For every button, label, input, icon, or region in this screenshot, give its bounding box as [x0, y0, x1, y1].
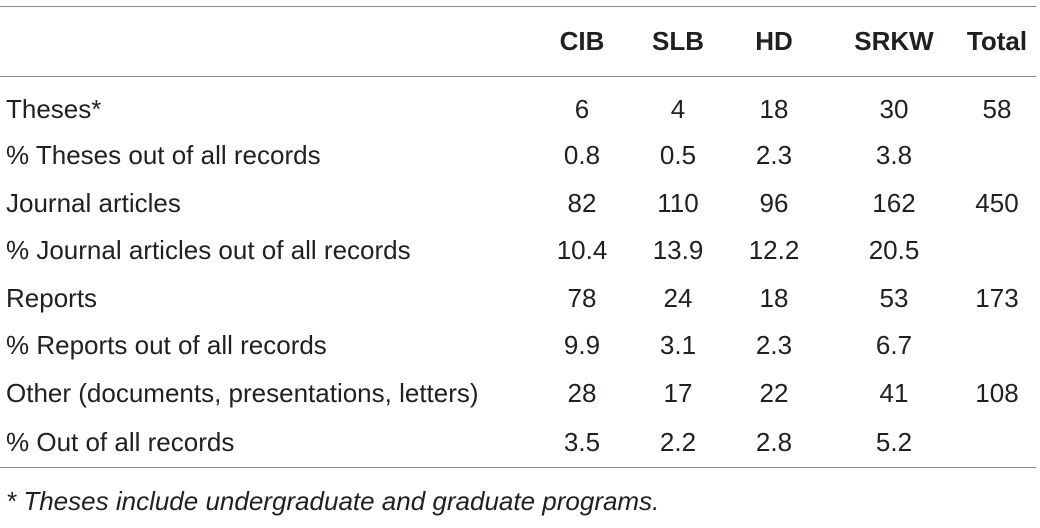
cell-slb: 3.1 — [659, 330, 697, 361]
cell-hd: 18 — [759, 94, 789, 124]
cell-total — [958, 227, 1036, 275]
cell-hd: 12.2 — [748, 235, 800, 266]
table-row: % Journal articles out of all records 10… — [0, 227, 1036, 275]
row-label: Journal articles — [6, 187, 181, 218]
cell-total — [958, 132, 1036, 180]
row-label: % Theses out of all records — [6, 140, 321, 171]
cell-slb: 17 — [663, 377, 693, 408]
cell-slb: 24 — [663, 282, 693, 313]
cell-cib: 9.9 — [563, 330, 601, 361]
table-row: % Out of all records 3.5 2.2 2.8 5.2 — [0, 417, 1036, 468]
cell-srkw: 5.2 — [875, 426, 913, 457]
column-header-label — [0, 7, 526, 77]
cell-cib: 28 — [567, 377, 597, 408]
row-label: % Journal articles out of all records — [6, 235, 411, 266]
cell-slb: 110 — [657, 187, 699, 218]
cell-hd: 96 — [759, 187, 789, 218]
cell-hd: 22 — [759, 377, 789, 408]
cell-cib: 82 — [567, 187, 597, 218]
cell-total: 450 — [975, 187, 1019, 218]
cell-srkw: 162 — [872, 187, 916, 218]
cell-total: 58 — [982, 94, 1012, 124]
cell-srkw: 53 — [879, 282, 909, 313]
table-header-row: CIB SLB HD SRKW Total — [0, 6, 1036, 77]
cell-cib: 78 — [567, 282, 597, 313]
cell-srkw: 20.5 — [868, 235, 920, 266]
cell-cib: 3.5 — [563, 426, 601, 457]
records-table-container: CIB SLB HD SRKW Total Theses* 6 4 18 30 … — [0, 6, 1036, 468]
cell-hd: 2.3 — [755, 140, 793, 171]
column-header-hd: HD — [755, 26, 793, 56]
cell-srkw: 3.8 — [875, 140, 913, 171]
column-header-slb: SLB — [652, 26, 704, 56]
table-footnote: * Theses include undergraduate and gradu… — [6, 486, 660, 516]
row-label: % Out of all records — [6, 426, 235, 457]
cell-total — [958, 322, 1036, 370]
cell-total — [958, 417, 1036, 468]
cell-hd: 2.8 — [755, 426, 793, 457]
cell-slb: 0.5 — [659, 140, 697, 171]
column-header-total: Total — [966, 26, 1028, 56]
column-header-cib: CIB — [559, 26, 605, 56]
cell-cib: 0.8 — [563, 140, 601, 171]
table-row: Journal articles 82 110 96 162 450 — [0, 180, 1036, 228]
cell-total: 108 — [975, 377, 1019, 408]
cell-total: 173 — [975, 282, 1019, 313]
cell-slb: 13.9 — [652, 235, 704, 266]
row-label: Reports — [6, 282, 98, 313]
table-row: % Reports out of all records 9.9 3.1 2.3… — [0, 322, 1036, 370]
table-row: Other (documents, presentations, letters… — [0, 370, 1036, 418]
row-label: Theses* — [6, 94, 102, 124]
column-header-srkw: SRKW — [854, 26, 934, 56]
table-row: Reports 78 24 18 53 173 — [0, 275, 1036, 323]
records-table: CIB SLB HD SRKW Total Theses* 6 4 18 30 … — [0, 6, 1036, 468]
cell-slb: 4 — [670, 94, 686, 124]
cell-hd: 2.3 — [755, 330, 793, 361]
cell-cib: 6 — [574, 94, 590, 124]
cell-cib: 10.4 — [556, 235, 608, 266]
cell-srkw: 6.7 — [875, 330, 913, 361]
table-row: Theses* 6 4 18 30 58 — [0, 77, 1036, 133]
cell-srkw: 30 — [879, 94, 909, 124]
table-row: % Theses out of all records 0.8 0.5 2.3 … — [0, 132, 1036, 180]
cell-srkw: 41 — [879, 377, 909, 408]
cell-slb: 2.2 — [659, 426, 697, 457]
row-label: % Reports out of all records — [6, 330, 327, 361]
cell-hd: 18 — [759, 282, 789, 313]
row-label: Other (documents, presentations, letters… — [6, 377, 479, 408]
